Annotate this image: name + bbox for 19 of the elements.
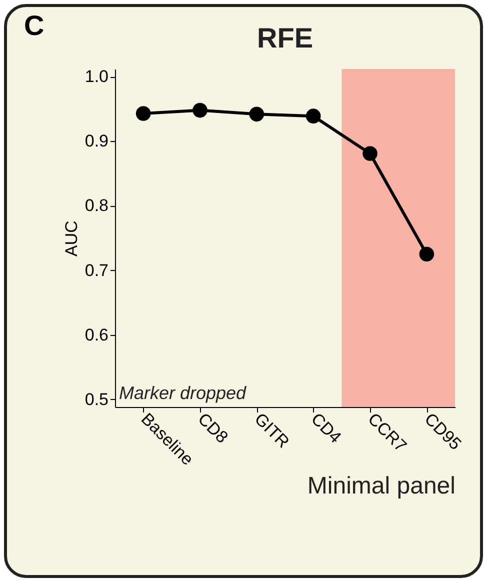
y-axis-title: AUC (62, 220, 81, 256)
annotation: Marker dropped (119, 383, 248, 403)
y-tick-label: 0.6 (84, 325, 108, 344)
x-tick-label: CD8 (194, 409, 232, 447)
point (306, 108, 321, 124)
x-tick-label: CD4 (307, 409, 345, 447)
y-tick-label: 0.7 (84, 260, 108, 280)
chart-title: RFE (257, 22, 313, 54)
point (192, 102, 208, 118)
y-tick-label: 0.9 (84, 132, 108, 151)
text: C (24, 10, 44, 42)
point (362, 146, 378, 161)
x-axis-title: Minimal panel (307, 472, 456, 500)
point (136, 106, 151, 121)
y-tick-label: 0.8 (84, 196, 108, 216)
y-tick-label: 0.5 (84, 390, 108, 409)
point (419, 246, 434, 262)
point (249, 106, 264, 122)
y-tick-label: 1.0 (84, 67, 108, 86)
